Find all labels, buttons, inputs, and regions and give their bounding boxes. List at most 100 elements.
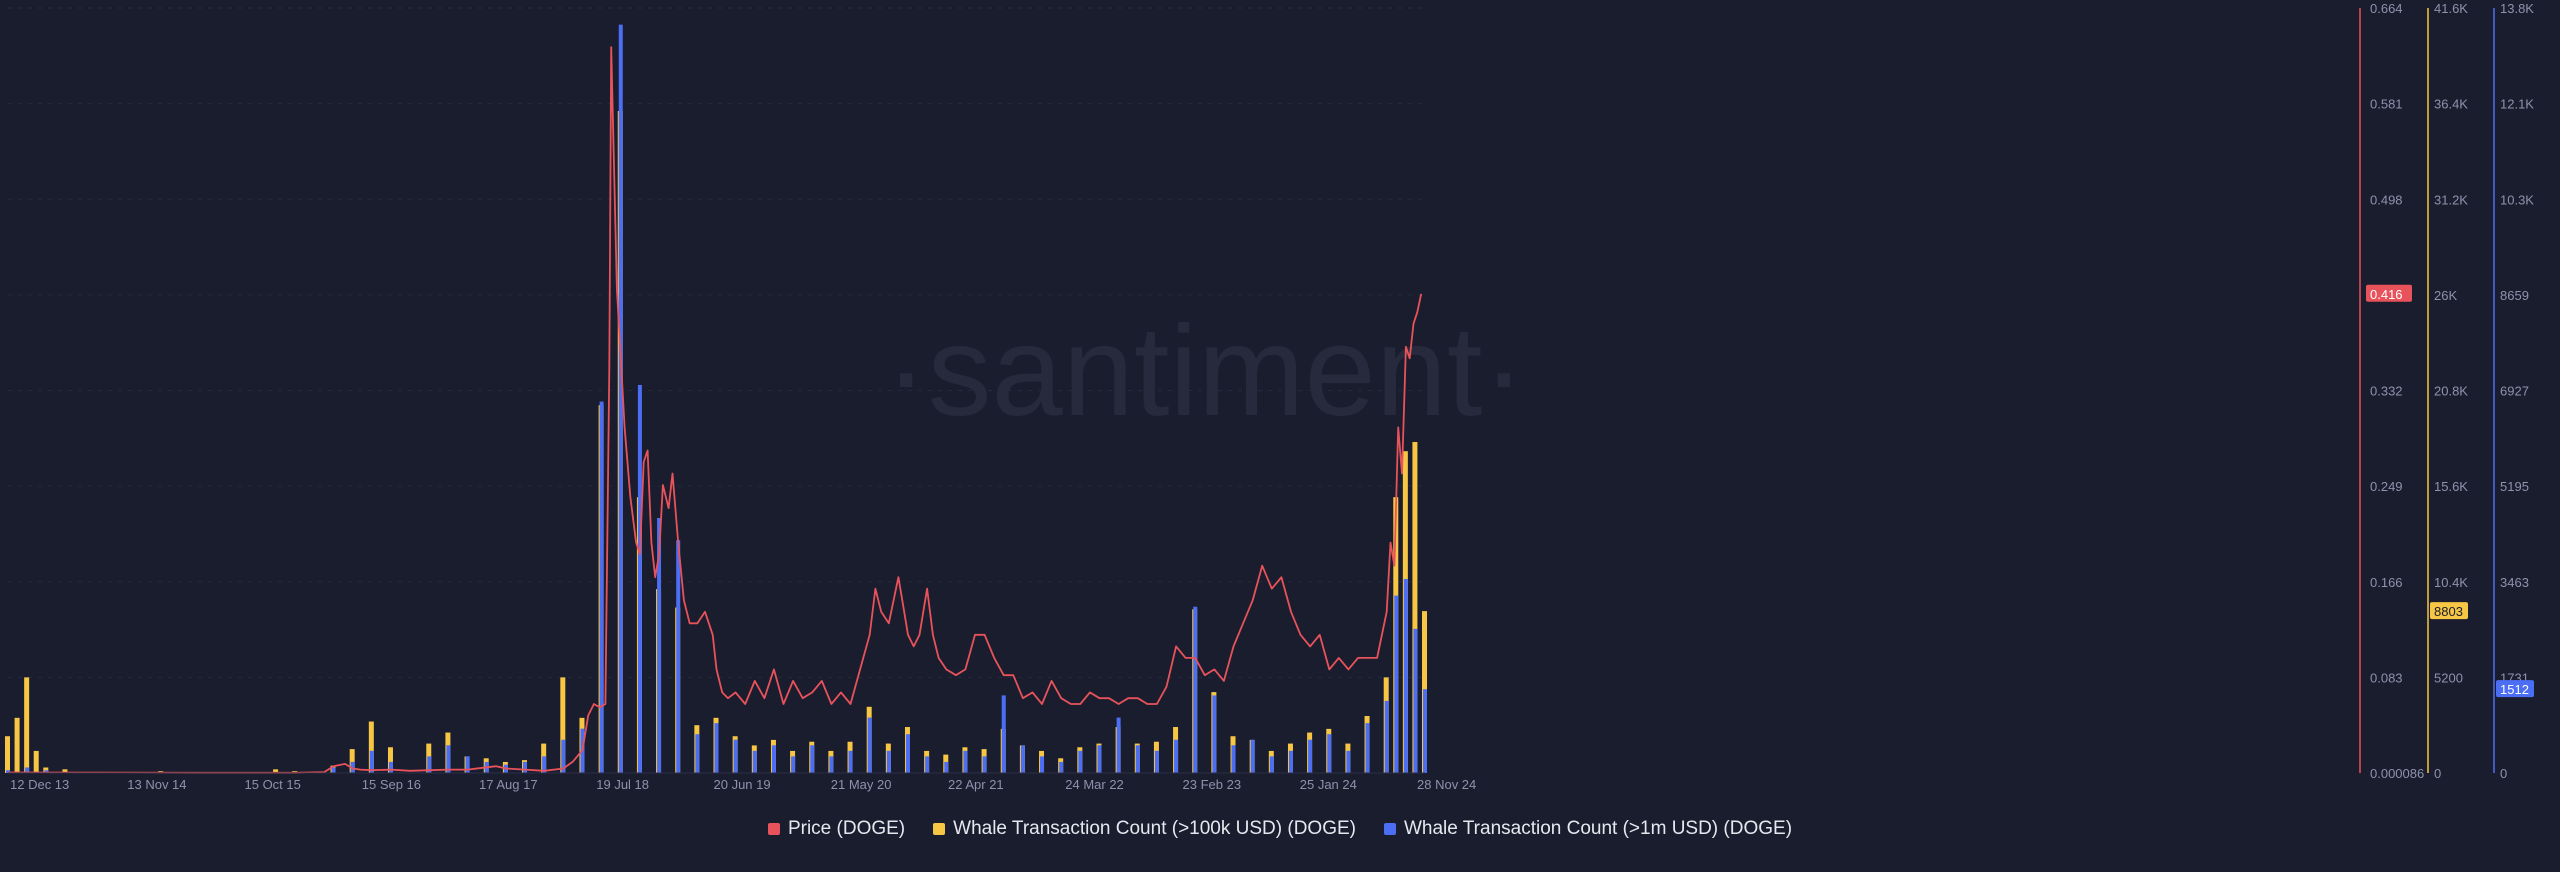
bar-whale-100k	[33, 750, 39, 773]
bar-whale-1m	[1078, 750, 1083, 773]
bar-whale-1m	[1394, 595, 1399, 773]
bar-whale-100k	[5, 736, 10, 773]
bar-whale-1m	[1097, 745, 1102, 773]
current-value-badge-price	[2366, 284, 2412, 302]
current-value-price: 0.416	[2370, 287, 2403, 302]
tick-label-whale-1m: 12.1K	[2500, 97, 2534, 112]
watermark: ·santiment·	[885, 300, 1525, 443]
x-tick-label: 15 Sep 16	[362, 777, 421, 792]
bar-whale-1m	[1384, 700, 1389, 773]
bar-whale-1m	[1059, 761, 1064, 773]
bar-whale-1m	[1365, 723, 1370, 773]
legend: Price (DOGE) Whale Transaction Count (>1…	[0, 818, 2560, 840]
bar-whale-1m	[1346, 750, 1351, 773]
tick-label-price: 0.498	[2370, 192, 2403, 207]
x-tick-label: 25 Jan 24	[1300, 777, 1357, 792]
current-value-whale-1m: 1512	[2500, 682, 2529, 697]
current-value-badge-whale-1m	[2496, 680, 2534, 698]
legend-label-whale-100k: Whale Transaction Count (>100k USD) (DOG…	[953, 818, 1356, 839]
tick-label-whale-100k: 36.4K	[2434, 97, 2468, 112]
tick-label-whale-1m: 6927	[2500, 384, 2529, 399]
bar-whale-1m	[369, 750, 374, 773]
bar-whale-1m	[1154, 750, 1159, 773]
tick-label-whale-100k: 15.6K	[2434, 479, 2468, 494]
tick-label-whale-1m: 0	[2500, 766, 2507, 781]
bar-whale-1m	[1020, 745, 1025, 773]
x-tick-label: 21 May 20	[831, 777, 892, 792]
bar-whale-1m	[714, 723, 719, 773]
bar-whale-1m	[1231, 745, 1236, 773]
x-tick-label: 28 Nov 24	[1417, 777, 1476, 792]
x-tick-label: 23 Feb 23	[1183, 777, 1242, 792]
bar-whale-1m	[637, 384, 642, 773]
bar-whale-1m	[829, 756, 834, 773]
bar-whale-1m	[1413, 628, 1418, 773]
bar-whale-1m	[752, 750, 757, 773]
bar-whale-1m	[791, 756, 796, 773]
bar-whale-1m	[1116, 717, 1121, 773]
bar-whale-1m	[1327, 734, 1332, 773]
bar-whale-1m	[331, 767, 336, 773]
legend-label-whale-1m: Whale Transaction Count (>1m USD) (DOGE)	[1403, 818, 1793, 839]
tick-label-price: 0.332	[2370, 384, 2403, 399]
legend-item-price[interactable]: Price (DOGE)	[767, 818, 906, 840]
bar-whale-1m	[905, 734, 910, 773]
x-tick-label: 12 Dec 13	[10, 777, 69, 792]
bar-whale-100k	[1412, 441, 1418, 773]
bar-whale-1m	[886, 750, 891, 773]
price-line	[7, 46, 1423, 774]
bar-whale-1m	[44, 770, 49, 773]
tick-label-price: 0.083	[2370, 670, 2403, 685]
tick-label-whale-1m: 5195	[2500, 479, 2529, 494]
x-tick-label: 13 Nov 14	[127, 777, 186, 792]
tick-label-whale-1m: 8659	[2500, 288, 2529, 303]
current-value-whale-100k: 8803	[2434, 604, 2463, 619]
bar-whale-1m	[465, 756, 470, 773]
bar-whale-1m	[1212, 695, 1217, 773]
bar-whale-1m	[1174, 739, 1179, 773]
bar-whale-1m	[1403, 578, 1408, 773]
tick-label-price: 0.166	[2370, 575, 2403, 590]
x-tick-label: 22 Apr 21	[948, 777, 1004, 792]
x-tick-label: 19 Jul 18	[596, 777, 649, 792]
bar-whale-1m	[1308, 739, 1313, 773]
tick-label-price: 0.249	[2370, 479, 2403, 494]
tick-label-whale-1m: 3463	[2500, 575, 2529, 590]
bar-whale-1m	[810, 745, 815, 773]
legend-item-whale-100k[interactable]: Whale Transaction Count (>100k USD) (DOG…	[933, 818, 1356, 840]
bar-whale-1m	[388, 761, 393, 773]
current-value-badge-whale-100k	[2430, 602, 2468, 620]
bar-whale-1m	[561, 739, 566, 773]
bar-whale-1m	[1001, 695, 1006, 773]
price-swatch	[767, 823, 780, 835]
axes: 0.664 0.581 0.498 0.416 0.332 0.249 0.166 0.083…	[8, 1, 2534, 792]
bar-whale-100k	[387, 747, 393, 773]
bar-whale-1m	[733, 739, 738, 773]
bar-whale-1m	[1269, 756, 1274, 773]
bar-whale-100k	[273, 769, 279, 773]
tick-label-whale-1m: 10.3K	[2500, 192, 2534, 207]
legend-label-price: Price (DOGE)	[787, 818, 906, 839]
bar-whale-100k	[24, 677, 30, 773]
bar-whale-1m	[1250, 739, 1255, 773]
bar-whale-1m	[1288, 750, 1293, 773]
x-tick-label: 20 Jun 19	[714, 777, 771, 792]
bar-whale-100k	[368, 721, 374, 773]
bars-whale-1m	[6, 24, 1427, 774]
tick-label-price: 0.581	[2370, 97, 2403, 112]
tick-label-whale-100k: 5200	[2434, 670, 2463, 685]
bar-whale-100k	[62, 769, 68, 773]
legend-item-whale-1m[interactable]: Whale Transaction Count (>1m USD) (DOGE)	[1383, 818, 1793, 840]
whale-100k-swatch	[933, 823, 946, 835]
bar-whale-1m	[867, 717, 872, 773]
bar-whale-1m	[446, 745, 451, 773]
bar-whale-1m	[771, 745, 776, 773]
bar-whale-1m	[695, 734, 700, 773]
bar-whale-1m	[848, 750, 853, 773]
bar-whale-1m	[427, 756, 432, 773]
tick-label-price: 0.664	[2370, 1, 2403, 16]
bar-whale-1m	[925, 756, 930, 773]
bar-whale-1m	[599, 401, 604, 773]
tick-label-whale-100k: 0	[2434, 766, 2441, 781]
bar-whale-1m	[6, 770, 10, 773]
